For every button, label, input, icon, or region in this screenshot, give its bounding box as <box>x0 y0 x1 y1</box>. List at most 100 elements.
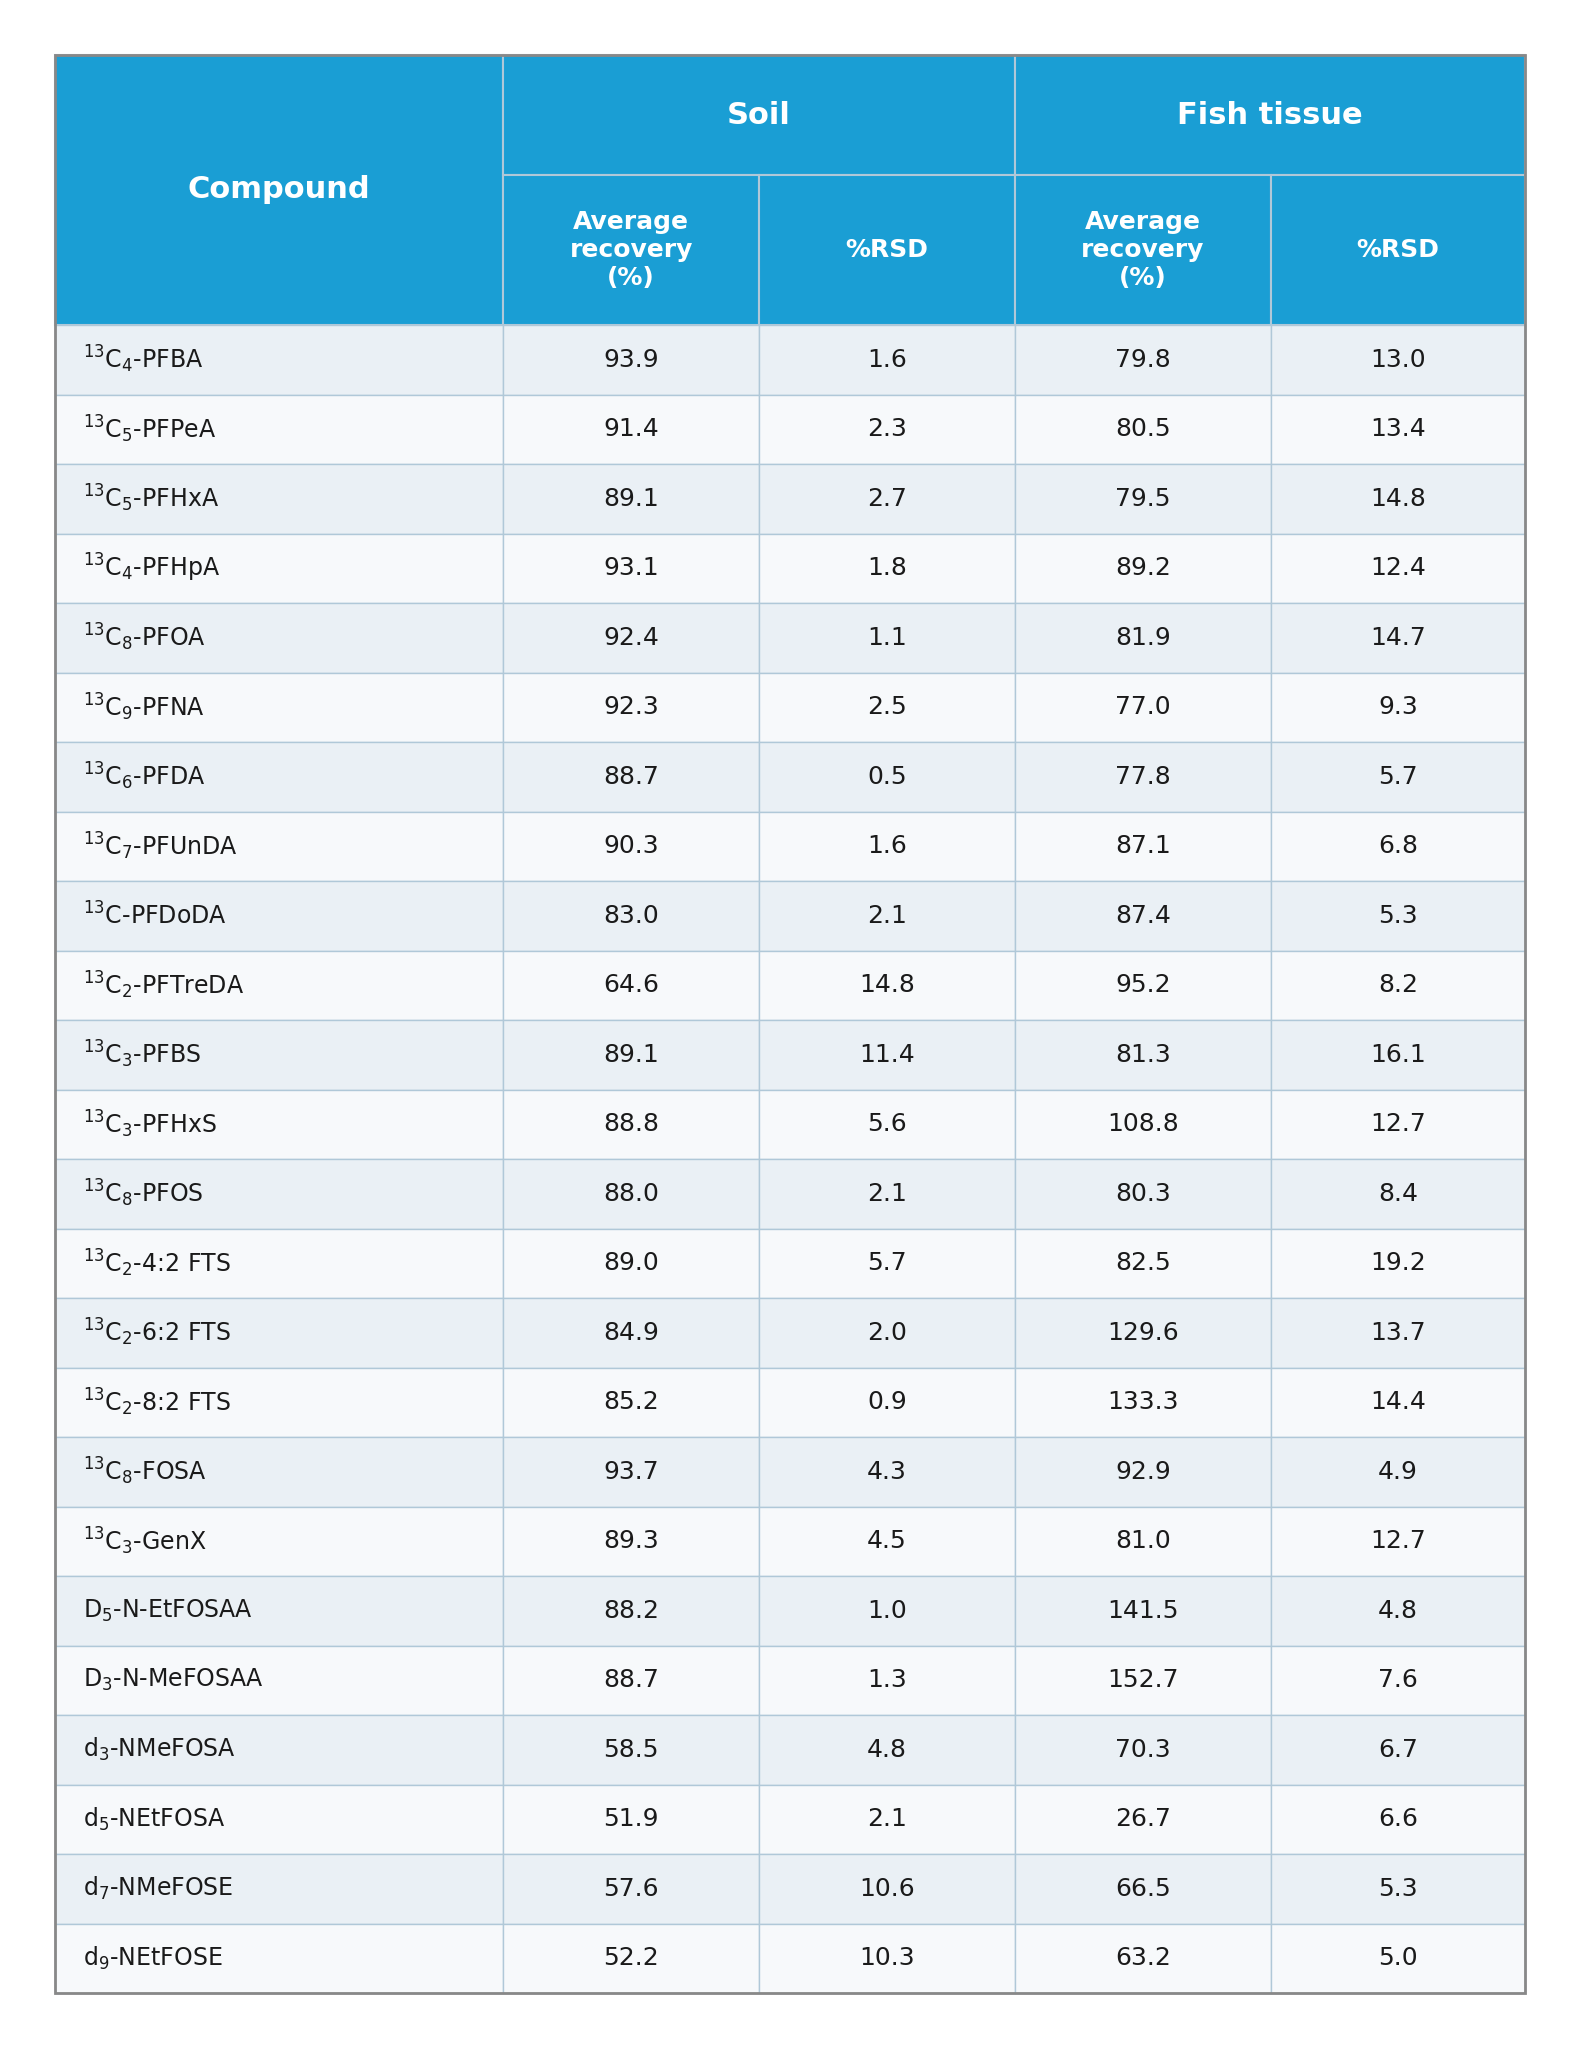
Text: Fish tissue: Fish tissue <box>1177 100 1364 129</box>
Text: 91.4: 91.4 <box>604 418 659 440</box>
Bar <box>1270 1229 1525 1298</box>
Text: 89.1: 89.1 <box>604 1042 659 1067</box>
Text: 80.3: 80.3 <box>1115 1182 1171 1206</box>
Text: 88.2: 88.2 <box>604 1599 659 1622</box>
Bar <box>1270 1577 1525 1645</box>
Text: 92.4: 92.4 <box>604 627 659 649</box>
Text: Average
recovery
(%): Average recovery (%) <box>1081 211 1204 291</box>
Text: 89.3: 89.3 <box>604 1530 659 1552</box>
Text: 26.7: 26.7 <box>1115 1806 1171 1831</box>
Bar <box>758 465 1014 532</box>
Bar <box>55 1438 504 1507</box>
Bar <box>504 950 758 1020</box>
Text: $^{13}$C$_3$-PFBS: $^{13}$C$_3$-PFBS <box>84 1038 201 1071</box>
Bar <box>1270 1298 1525 1368</box>
Bar <box>504 1438 758 1507</box>
Text: 14.7: 14.7 <box>1370 627 1425 649</box>
Bar <box>1270 1507 1525 1577</box>
Bar <box>1014 1090 1270 1159</box>
Text: 57.6: 57.6 <box>604 1876 659 1901</box>
Bar <box>1270 465 1525 532</box>
Bar <box>55 741 504 811</box>
Bar <box>504 1714 758 1784</box>
Text: 52.2: 52.2 <box>604 1946 659 1970</box>
Bar <box>758 1507 1014 1577</box>
Text: $^{13}$C$_5$-PFPeA: $^{13}$C$_5$-PFPeA <box>84 414 216 444</box>
Bar <box>758 1090 1014 1159</box>
Text: 14.4: 14.4 <box>1370 1391 1425 1415</box>
Bar <box>55 1229 504 1298</box>
Bar <box>758 1020 1014 1090</box>
Bar <box>55 881 504 950</box>
Bar <box>1014 1298 1270 1368</box>
Bar <box>504 602 758 672</box>
Text: 5.3: 5.3 <box>1378 903 1417 928</box>
Text: Soil: Soil <box>727 100 792 129</box>
Bar <box>1014 1507 1270 1577</box>
Bar <box>55 1714 504 1784</box>
Bar <box>1014 1577 1270 1645</box>
Text: $^{13}$C$_2$-PFTreDA: $^{13}$C$_2$-PFTreDA <box>84 969 245 1001</box>
Text: 77.8: 77.8 <box>1115 764 1171 788</box>
Text: $^{13}$C$_8$-FOSA: $^{13}$C$_8$-FOSA <box>84 1456 207 1487</box>
Text: 2.3: 2.3 <box>867 418 907 440</box>
Text: 85.2: 85.2 <box>604 1391 659 1415</box>
Text: 5.3: 5.3 <box>1378 1876 1417 1901</box>
Text: $^{13}$C$_3$-PFHxS: $^{13}$C$_3$-PFHxS <box>84 1108 216 1141</box>
Bar <box>1014 174 1270 326</box>
Bar <box>1014 326 1270 395</box>
Bar <box>55 1853 504 1923</box>
Bar <box>504 174 758 326</box>
Bar <box>1270 1784 1525 1853</box>
Bar <box>504 1577 758 1645</box>
Text: 89.1: 89.1 <box>604 487 659 510</box>
Bar <box>1014 1229 1270 1298</box>
Bar <box>504 1159 758 1229</box>
Bar <box>55 1923 504 1993</box>
Text: 90.3: 90.3 <box>604 834 659 858</box>
Text: 7.6: 7.6 <box>1378 1669 1417 1692</box>
Bar <box>1270 532 1525 602</box>
Text: 81.0: 81.0 <box>1115 1530 1171 1552</box>
Bar <box>1014 465 1270 532</box>
Text: 83.0: 83.0 <box>604 903 659 928</box>
Bar <box>1270 1020 1525 1090</box>
Bar <box>758 1368 1014 1438</box>
Bar <box>1014 1368 1270 1438</box>
Bar <box>758 1645 1014 1714</box>
Text: 93.1: 93.1 <box>604 557 659 580</box>
Text: $^{13}$C$_6$-PFDA: $^{13}$C$_6$-PFDA <box>84 762 205 793</box>
Text: 4.3: 4.3 <box>867 1460 907 1483</box>
Bar <box>504 672 758 741</box>
Text: $^{13}$C$_9$-PFNA: $^{13}$C$_9$-PFNA <box>84 692 205 723</box>
Bar <box>1014 1853 1270 1923</box>
Bar <box>1014 55 1525 174</box>
Text: 5.0: 5.0 <box>1378 1946 1417 1970</box>
Bar <box>55 395 504 465</box>
Bar <box>504 1090 758 1159</box>
Text: 6.7: 6.7 <box>1378 1739 1417 1761</box>
Text: 4.5: 4.5 <box>867 1530 907 1552</box>
Text: 12.4: 12.4 <box>1370 557 1425 580</box>
Bar <box>1014 811 1270 881</box>
Bar <box>758 1577 1014 1645</box>
Text: 0.5: 0.5 <box>867 764 907 788</box>
Bar <box>1014 1714 1270 1784</box>
Bar <box>758 1159 1014 1229</box>
Bar <box>758 1853 1014 1923</box>
Bar <box>758 1298 1014 1368</box>
Text: %RSD: %RSD <box>845 238 929 262</box>
Bar <box>1014 602 1270 672</box>
Bar <box>758 881 1014 950</box>
Bar <box>55 532 504 602</box>
Bar <box>1014 1020 1270 1090</box>
Bar <box>55 1645 504 1714</box>
Text: 88.7: 88.7 <box>604 1669 659 1692</box>
Text: 89.0: 89.0 <box>604 1251 659 1276</box>
Text: 1.3: 1.3 <box>867 1669 907 1692</box>
Bar <box>504 1853 758 1923</box>
Text: 5.7: 5.7 <box>867 1251 907 1276</box>
Bar <box>504 881 758 950</box>
Text: 14.8: 14.8 <box>860 973 915 997</box>
Bar <box>1270 1923 1525 1993</box>
